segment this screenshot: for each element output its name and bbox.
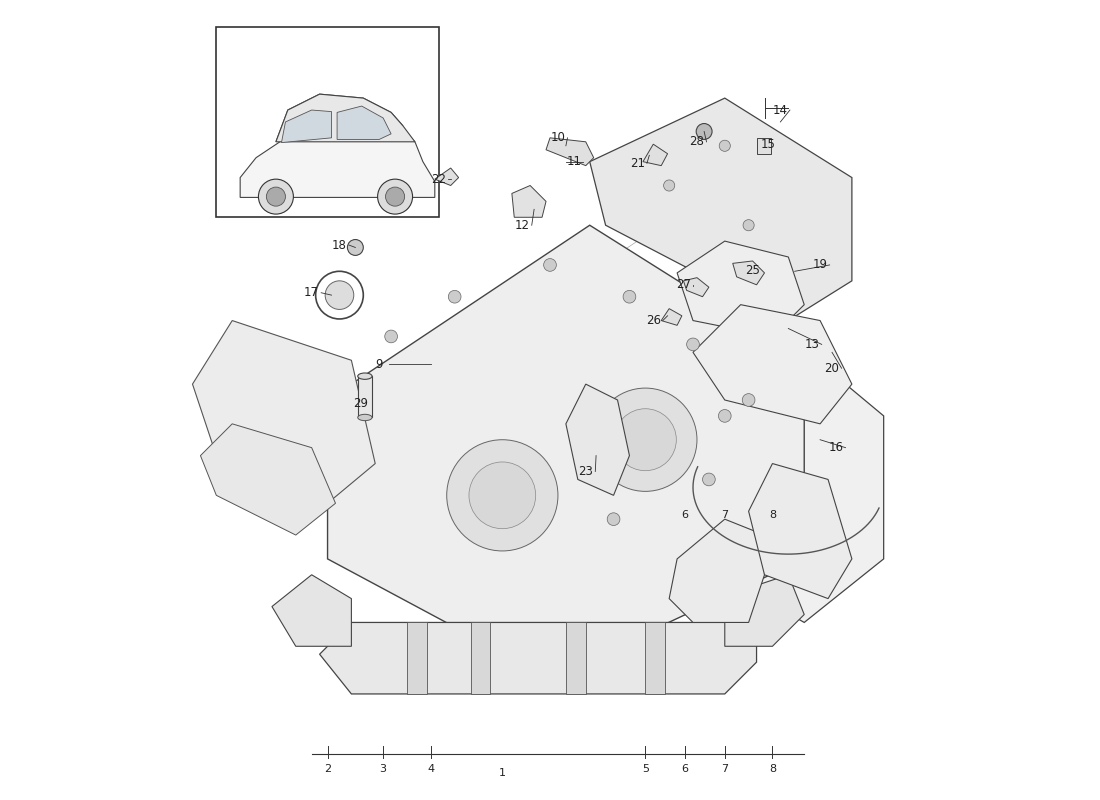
Text: europarts: europarts (221, 326, 688, 602)
Text: 23: 23 (579, 465, 593, 478)
Circle shape (594, 388, 697, 491)
Text: 12: 12 (515, 218, 530, 232)
Circle shape (348, 239, 363, 255)
Polygon shape (733, 261, 764, 285)
Text: 11: 11 (566, 155, 581, 168)
Bar (358, 376, 372, 418)
Text: 21: 21 (630, 157, 645, 170)
Polygon shape (240, 118, 434, 198)
Polygon shape (320, 622, 757, 694)
Polygon shape (669, 519, 764, 622)
Circle shape (449, 290, 461, 303)
Polygon shape (678, 337, 883, 622)
Polygon shape (434, 168, 459, 186)
Polygon shape (512, 186, 546, 218)
Polygon shape (282, 110, 331, 142)
Text: 16: 16 (828, 441, 844, 454)
Ellipse shape (358, 373, 372, 379)
Text: 18: 18 (332, 238, 346, 251)
Polygon shape (337, 106, 392, 139)
Polygon shape (272, 574, 351, 646)
Text: 6: 6 (682, 765, 689, 774)
Circle shape (744, 220, 755, 230)
Circle shape (663, 180, 674, 191)
Bar (407, 622, 427, 694)
Text: 15: 15 (761, 138, 776, 150)
Circle shape (718, 410, 732, 422)
Polygon shape (590, 98, 851, 321)
Polygon shape (683, 278, 708, 297)
Polygon shape (192, 321, 375, 503)
Text: 26: 26 (646, 314, 661, 327)
Polygon shape (693, 305, 851, 424)
Text: 6: 6 (682, 510, 689, 520)
Text: 29: 29 (353, 398, 369, 410)
Text: 22: 22 (431, 173, 447, 186)
Text: 8: 8 (769, 510, 776, 520)
Text: 27: 27 (676, 278, 691, 291)
Circle shape (326, 281, 354, 310)
Ellipse shape (358, 414, 372, 421)
Polygon shape (661, 309, 682, 326)
Text: 25: 25 (745, 264, 760, 277)
Circle shape (719, 140, 730, 151)
Bar (471, 622, 491, 694)
Circle shape (377, 179, 412, 214)
Text: 13: 13 (805, 338, 820, 351)
Text: 9: 9 (375, 358, 383, 370)
Circle shape (696, 123, 712, 139)
Polygon shape (749, 463, 851, 598)
Polygon shape (678, 241, 804, 337)
Text: 17: 17 (305, 286, 319, 299)
Text: 28: 28 (690, 135, 704, 148)
Bar (217, 26, 439, 218)
Bar (757, 138, 771, 154)
Polygon shape (642, 144, 668, 166)
Text: 19: 19 (813, 258, 827, 271)
Text: 20: 20 (825, 362, 839, 374)
Bar (646, 622, 666, 694)
Circle shape (385, 330, 397, 342)
Circle shape (469, 462, 536, 529)
Text: 3: 3 (379, 765, 387, 774)
Text: 8: 8 (769, 765, 776, 774)
Text: 7: 7 (722, 765, 728, 774)
Polygon shape (276, 94, 415, 142)
Circle shape (742, 394, 755, 406)
Bar (565, 622, 585, 694)
Text: 5: 5 (641, 765, 649, 774)
Text: 4: 4 (427, 765, 434, 774)
Circle shape (447, 440, 558, 551)
Circle shape (543, 258, 557, 271)
Polygon shape (200, 424, 336, 535)
Text: 7: 7 (722, 510, 728, 520)
Circle shape (686, 338, 700, 350)
Circle shape (703, 473, 715, 486)
Polygon shape (328, 226, 804, 678)
Circle shape (386, 187, 405, 206)
Circle shape (614, 409, 676, 470)
Text: 14: 14 (773, 103, 788, 117)
Circle shape (623, 290, 636, 303)
Circle shape (607, 513, 620, 526)
Polygon shape (725, 574, 804, 646)
Text: 1: 1 (498, 768, 506, 778)
Polygon shape (565, 384, 629, 495)
Text: a passion for parts since 1985: a passion for parts since 1985 (310, 484, 663, 666)
Circle shape (266, 187, 286, 206)
Circle shape (258, 179, 294, 214)
Text: 2: 2 (324, 765, 331, 774)
Polygon shape (546, 138, 594, 166)
Text: 10: 10 (550, 131, 565, 144)
